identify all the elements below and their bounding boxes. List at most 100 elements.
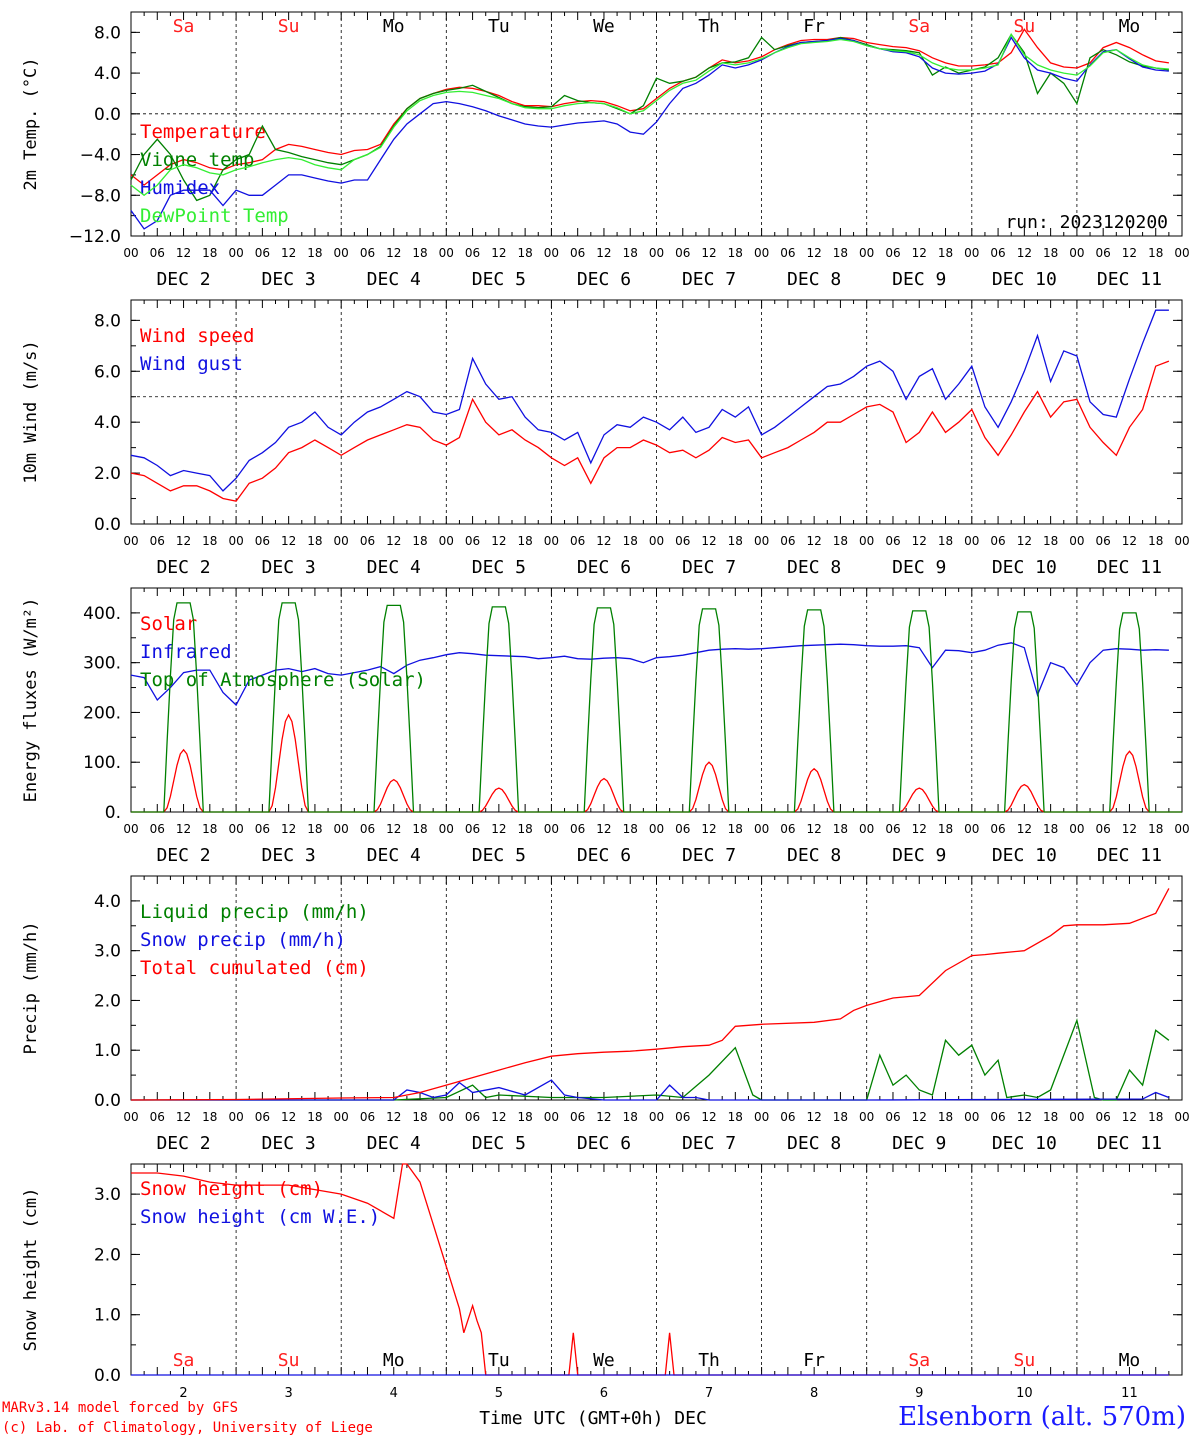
- weekday-label: Fr: [803, 16, 825, 37]
- legend-entry: Wind gust: [140, 353, 243, 375]
- hour-tick-label: 12: [912, 534, 927, 548]
- hour-tick-label: 12: [596, 246, 611, 260]
- legend-entry: Snow height (cm): [140, 1178, 323, 1200]
- hour-tick-label: 18: [833, 1110, 848, 1124]
- bottom-date-label: 3: [285, 1386, 293, 1401]
- hour-tick-label: 00: [1069, 534, 1084, 548]
- y-tick-label: 2.0: [94, 1245, 121, 1265]
- legend-entry: Humidex: [140, 177, 220, 199]
- hour-tick-label: 18: [202, 822, 217, 836]
- date-label: DEC 6: [577, 1133, 631, 1154]
- hour-tick-label: 00: [964, 246, 979, 260]
- hour-tick-label: 06: [465, 246, 480, 260]
- hour-tick-label: 00: [439, 246, 454, 260]
- date-label: DEC 3: [262, 1133, 316, 1154]
- hour-tick-label: 06: [360, 534, 375, 548]
- legend-entry: Vigne temp: [140, 149, 254, 171]
- hour-tick-label: 12: [1017, 534, 1032, 548]
- hour-tick-label: 06: [360, 822, 375, 836]
- y-tick-label: 2.0: [94, 464, 121, 484]
- date-label: DEC 8: [787, 1133, 841, 1154]
- weekday-label: Fr: [803, 1350, 825, 1371]
- series-line-humidex: [130, 36, 1169, 230]
- weekday-label: Mo: [383, 1350, 405, 1371]
- y-tick-label: 300.: [83, 654, 121, 674]
- y-tick-label: 200.: [83, 703, 121, 723]
- hour-tick-label: 12: [596, 822, 611, 836]
- hour-tick-label: 18: [202, 534, 217, 548]
- hour-tick-label: 18: [938, 1110, 953, 1124]
- hour-tick-label: 12: [491, 1110, 506, 1124]
- x-axis-label: Time UTC (GMT+0h) DEC: [479, 1408, 707, 1429]
- hour-tick-label: 06: [465, 1110, 480, 1124]
- weekday-label: Th: [698, 1350, 720, 1371]
- y-tick-label: 0.0: [94, 1091, 121, 1111]
- y-tick-label: −8.0: [80, 186, 121, 206]
- hour-tick-label: 18: [517, 246, 532, 260]
- series-line-top-of-atmosphere-solar-: [131, 602, 1182, 813]
- hour-tick-label: 06: [675, 1110, 690, 1124]
- date-label: DEC 11: [1097, 1133, 1162, 1154]
- hour-tick-label: 00: [439, 1110, 454, 1124]
- hour-tick-label: 18: [938, 822, 953, 836]
- y-tick-label: −4.0: [80, 146, 121, 166]
- plot-frame: [130, 587, 1183, 813]
- series-line-infrared: [130, 642, 1169, 707]
- hour-tick-label: 18: [1148, 246, 1163, 260]
- legend-entry: Wind speed: [140, 325, 254, 347]
- date-label: DEC 5: [472, 557, 526, 578]
- hour-tick-label: 12: [701, 822, 716, 836]
- hour-tick-label: 00: [544, 822, 559, 836]
- weekday-label: Sa: [908, 1350, 930, 1371]
- hour-tick-label: 06: [885, 534, 900, 548]
- y-axis-label: 2m Temp. (°C): [21, 57, 41, 190]
- y-tick-label: 1.0: [94, 1306, 121, 1326]
- date-label: DEC 6: [577, 557, 631, 578]
- hour-tick-label: 00: [754, 822, 769, 836]
- hour-tick-label: 00: [754, 246, 769, 260]
- hour-tick-label: 00: [123, 534, 138, 548]
- hour-tick-label: 18: [1148, 822, 1163, 836]
- hour-tick-label: 00: [649, 246, 664, 260]
- y-tick-label: 0.: [105, 803, 121, 823]
- credit-line-1: MARv3.14 model forced by GFS: [2, 1400, 239, 1416]
- weekday-label: Su: [1014, 1350, 1036, 1371]
- hour-tick-label: 00: [228, 1110, 243, 1124]
- date-label: DEC 2: [156, 557, 210, 578]
- hour-tick-label: 00: [228, 822, 243, 836]
- weekday-label: Sa: [173, 1350, 195, 1371]
- hour-tick-label: 00: [964, 534, 979, 548]
- date-label: DEC 7: [682, 845, 736, 866]
- y-tick-label: 0.0: [94, 105, 121, 125]
- weekday-label: Mo: [1119, 16, 1141, 37]
- hour-tick-label: 12: [176, 534, 191, 548]
- hour-tick-label: 18: [623, 1110, 638, 1124]
- date-label: DEC 9: [892, 269, 946, 290]
- date-label: DEC 2: [156, 845, 210, 866]
- date-label: DEC 5: [472, 269, 526, 290]
- date-label: DEC 4: [367, 269, 421, 290]
- hour-tick-label: 00: [439, 534, 454, 548]
- hour-tick-label: 18: [412, 534, 427, 548]
- date-label: DEC 2: [156, 269, 210, 290]
- legend-entry: Top of Atmosphere (Solar): [140, 669, 426, 691]
- hour-tick-label: 06: [990, 246, 1005, 260]
- hour-tick-label: 06: [570, 246, 585, 260]
- legend-entry: Temperature: [140, 121, 266, 143]
- hour-tick-label: 06: [255, 246, 270, 260]
- hour-tick-label: 18: [1148, 1110, 1163, 1124]
- hour-tick-label: 00: [334, 1110, 349, 1124]
- bottom-date-label: 8: [810, 1386, 818, 1401]
- plot-frame: [130, 11, 1183, 237]
- hour-tick-label: 00: [859, 822, 874, 836]
- legend-entry: DewPoint Temp: [140, 205, 289, 227]
- date-label: DEC 7: [682, 269, 736, 290]
- hour-tick-label: 18: [728, 246, 743, 260]
- date-label: DEC 2: [156, 1133, 210, 1154]
- date-label: DEC 6: [577, 269, 631, 290]
- hour-tick-label: 12: [596, 1110, 611, 1124]
- hour-tick-label: 06: [570, 1110, 585, 1124]
- date-label: DEC 3: [262, 269, 316, 290]
- hour-tick-label: 00: [544, 1110, 559, 1124]
